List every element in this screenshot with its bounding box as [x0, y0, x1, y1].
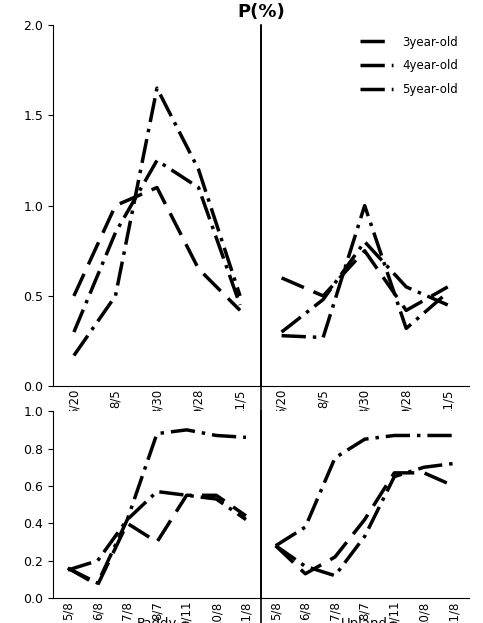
- Text: Paddy: Paddy: [137, 617, 177, 623]
- Text: Upland: Upland: [341, 617, 388, 623]
- Text: Upland: Upland: [341, 422, 388, 435]
- Legend: 3year-old, 4year-old, 5year-old: 3year-old, 4year-old, 5year-old: [355, 31, 463, 100]
- Text: Paddy: Paddy: [137, 422, 177, 435]
- Title: P(%): P(%): [237, 2, 284, 21]
- Text: 2011: 2011: [243, 466, 278, 480]
